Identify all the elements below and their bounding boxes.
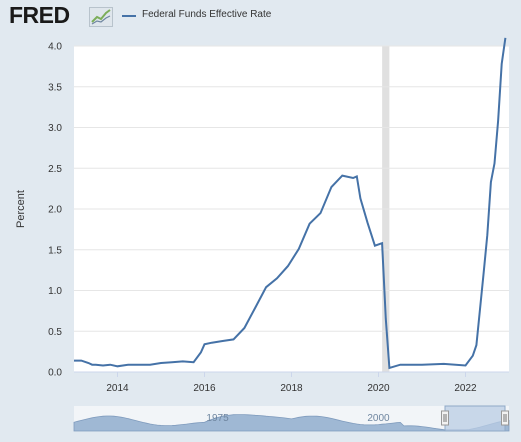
data-point[interactable] <box>319 212 322 215</box>
data-point[interactable] <box>489 181 492 184</box>
y-tick-label: 2.5 <box>48 164 62 175</box>
data-point[interactable] <box>102 364 105 367</box>
data-point[interactable] <box>80 359 83 362</box>
data-point[interactable] <box>399 363 402 366</box>
x-tick-label: 2014 <box>106 383 129 394</box>
data-point[interactable] <box>464 364 467 367</box>
data-point[interactable] <box>243 327 246 330</box>
trend-chart-icon <box>89 7 113 27</box>
y-tick-label: 2.0 <box>48 205 62 216</box>
data-point[interactable] <box>479 308 482 311</box>
x-tick-label: 2016 <box>193 383 216 394</box>
data-point[interactable] <box>482 272 485 275</box>
x-tick-label: 2018 <box>280 383 303 394</box>
data-point[interactable] <box>297 247 300 250</box>
navigator-handle-left[interactable] <box>441 410 449 426</box>
data-point[interactable] <box>493 162 496 165</box>
data-point[interactable] <box>381 242 384 245</box>
y-tick-label: 1.5 <box>48 245 62 256</box>
data-point[interactable] <box>504 36 507 39</box>
data-point[interactable] <box>203 343 206 346</box>
data-point[interactable] <box>388 366 391 369</box>
data-point[interactable] <box>127 363 130 366</box>
data-point[interactable] <box>221 340 224 343</box>
data-point[interactable] <box>109 363 112 366</box>
data-point[interactable] <box>475 344 478 347</box>
data-point[interactable] <box>471 354 474 357</box>
data-point[interactable] <box>421 363 424 366</box>
data-point[interactable] <box>170 361 173 364</box>
data-point[interactable] <box>73 359 76 362</box>
navigator[interactable]: 1975 2000 <box>73 405 510 432</box>
y-tick-label: 3.5 <box>48 82 62 93</box>
data-point[interactable] <box>359 197 362 200</box>
navigator-handle-right[interactable] <box>501 410 509 426</box>
data-point[interactable] <box>87 362 90 365</box>
y-axis-ticks: 0.0 0.5 1.0 1.5 2.0 2.5 3.0 3.5 4.0 <box>48 42 62 379</box>
data-point[interactable] <box>384 318 387 321</box>
data-point[interactable] <box>265 286 268 289</box>
navigator-window[interactable] <box>444 405 506 432</box>
data-point[interactable] <box>149 363 152 366</box>
data-point[interactable] <box>355 175 358 178</box>
data-point[interactable] <box>497 120 500 123</box>
data-point[interactable] <box>138 363 141 366</box>
data-point[interactable] <box>341 174 344 177</box>
fred-logo[interactable]: FRED <box>9 2 70 28</box>
data-point[interactable] <box>352 177 355 180</box>
y-tick-label: 0.0 <box>48 368 62 379</box>
y-axis-label: Percent <box>15 190 27 228</box>
chart-header: FRED Federal Funds Effective Rate <box>0 0 521 34</box>
data-point[interactable] <box>91 363 94 366</box>
data-point[interactable] <box>308 222 311 225</box>
navigator-series <box>73 414 510 432</box>
data-point[interactable] <box>366 221 369 224</box>
legend-label: Federal Funds Effective Rate <box>142 9 272 20</box>
y-tick-label: 4.0 <box>48 42 62 53</box>
legend-swatch <box>122 15 136 17</box>
data-point[interactable] <box>276 277 279 280</box>
y-tick-label: 3.0 <box>48 123 62 134</box>
data-point[interactable] <box>116 365 119 368</box>
data-point[interactable] <box>210 341 213 344</box>
data-point[interactable] <box>160 362 163 365</box>
x-tick-label: 2022 <box>454 383 477 394</box>
navigator-label: 1975 <box>206 413 229 424</box>
data-point[interactable] <box>286 265 289 268</box>
data-point[interactable] <box>199 351 202 354</box>
series-line[interactable] <box>74 37 507 370</box>
data-point[interactable] <box>232 338 235 341</box>
y-tick-label: 1.0 <box>48 286 62 297</box>
data-point[interactable] <box>442 362 445 365</box>
y-tick-label: 0.5 <box>48 327 62 338</box>
data-point[interactable] <box>330 186 333 189</box>
x-tick-label: 2020 <box>367 383 390 394</box>
data-point[interactable] <box>373 244 376 247</box>
data-point[interactable] <box>192 361 195 364</box>
data-point[interactable] <box>254 306 257 309</box>
data-point[interactable] <box>500 62 503 65</box>
x-axis-ticks: 2014 2016 2018 2020 2022 <box>74 371 509 394</box>
data-point[interactable] <box>181 360 184 363</box>
data-point[interactable] <box>94 363 97 366</box>
navigator-label: 2000 <box>367 413 390 424</box>
data-point[interactable] <box>486 234 489 237</box>
